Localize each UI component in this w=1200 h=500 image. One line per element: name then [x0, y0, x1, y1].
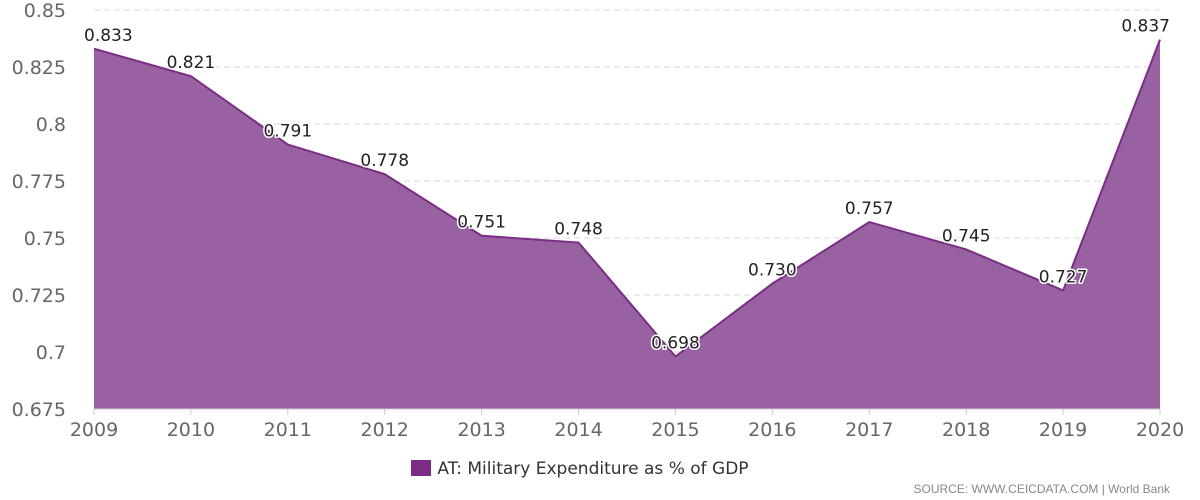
y-tick-label: 0.7 — [36, 342, 66, 364]
data-label: 0.748 — [554, 220, 603, 240]
x-tick-label: 2014 — [554, 419, 602, 441]
data-label: 0.727 — [1039, 267, 1088, 287]
x-tick-label: 2018 — [942, 419, 990, 441]
x-tick-label: 2010 — [167, 419, 215, 441]
data-label: 0.730 — [748, 261, 797, 281]
data-label: 0.778 — [360, 151, 409, 171]
y-tick-label: 0.675 — [12, 399, 66, 421]
y-axis: 0.675 0.7 0.725 0.75 0.775 0.8 0.825 0.85 — [12, 0, 1160, 421]
x-tick-label: 2017 — [845, 419, 893, 441]
data-label: 0.821 — [167, 53, 216, 73]
data-label: 0.757 — [845, 199, 894, 219]
y-tick-label: 0.775 — [12, 171, 66, 193]
data-label: 0.833 — [84, 26, 133, 46]
data-label: 0.751 — [457, 213, 506, 233]
x-tick-label: 2019 — [1039, 419, 1087, 441]
y-tick-label: 0.8 — [36, 114, 66, 136]
plot-area — [93, 39, 1161, 409]
data-label: 0.698 — [651, 334, 700, 354]
data-label: 0.791 — [263, 122, 312, 142]
x-tick-label: 2016 — [748, 419, 796, 441]
y-tick-label: 0.825 — [12, 57, 66, 79]
x-axis: 2009 2010 2011 2012 2013 2014 2015 2016 2017 2018… — [70, 409, 1184, 441]
legend-label: AT: Military Expenditure as % of GDP — [437, 459, 749, 479]
data-labels: 0.833 0.821 0.791 0.778 0.751 0.748 0.698 0.730… — [83, 15, 1172, 355]
x-tick-label: 2012 — [361, 419, 409, 441]
legend-swatch — [411, 460, 432, 476]
x-tick-label: 2011 — [264, 419, 312, 441]
data-label: 0.837 — [1121, 17, 1170, 37]
source-note: SOURCE: WWW.CEICDATA.COM | World Bank — [913, 482, 1170, 496]
x-tick-label: 2020 — [1136, 419, 1184, 441]
series-area — [94, 39, 1160, 409]
y-tick-label: 0.75 — [24, 228, 66, 250]
data-label: 0.745 — [942, 226, 991, 246]
y-tick-label: 0.725 — [12, 285, 66, 307]
y-tick-label: 0.85 — [24, 0, 66, 22]
series-line — [93, 39, 1161, 358]
legend[interactable]: AT: Military Expenditure as % of GDP — [0, 459, 1160, 479]
x-tick-label: 2009 — [70, 419, 118, 441]
x-tick-label: 2015 — [651, 419, 699, 441]
x-tick-label: 2013 — [457, 419, 505, 441]
